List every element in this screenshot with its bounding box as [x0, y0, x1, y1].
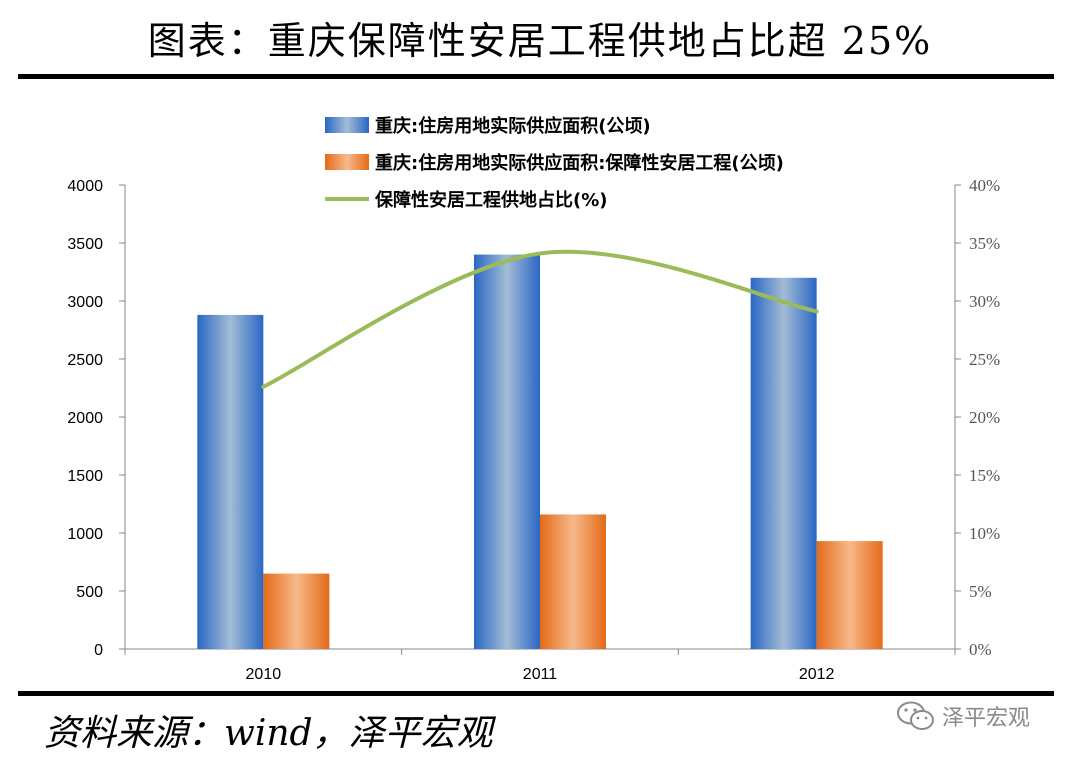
- y-tick-label-right: 35%: [969, 234, 1000, 253]
- legend-swatch-1: [325, 154, 369, 170]
- x-tick-label: 2011: [523, 666, 558, 683]
- y-tick-label-left: 3500: [67, 236, 103, 253]
- y-tick-label-left: 500: [76, 584, 103, 601]
- page-title: 图表：重庆保障性安居工程供地占比超 25%: [147, 19, 933, 63]
- ratio-line: [261, 249, 819, 389]
- bar-total-2012: [750, 277, 817, 649]
- watermark: 泽平宏观: [896, 700, 1030, 732]
- legend-label-1: 重庆:住房用地实际供应面积:保障性安居工程(公顷): [375, 152, 784, 174]
- y-tick-label-left: 2000: [67, 410, 103, 427]
- legend-label-0: 重庆:住房用地实际供应面积(公顷): [375, 115, 651, 137]
- y-tick-label-left: 3000: [67, 294, 103, 311]
- watermark-text: 泽平宏观: [942, 706, 1031, 731]
- x-tick-label: 2012: [799, 666, 835, 683]
- x-tick-label: 2010: [246, 666, 282, 683]
- y-tick-label-right: 30%: [969, 292, 1000, 311]
- y-tick-label-left: 2500: [67, 352, 103, 369]
- bar-affordable-2010: [263, 573, 330, 649]
- y-tick-label-right: 5%: [969, 582, 992, 601]
- source-note: 资料来源：wind，泽平宏观: [44, 713, 493, 754]
- legend-label-2: 保障性安居工程供地占比(%): [374, 189, 608, 211]
- top-rule: [18, 74, 1054, 79]
- legend-swatch-0: [325, 117, 369, 133]
- bar-total-2011: [474, 254, 540, 649]
- y-tick-label-left: 1500: [67, 468, 103, 485]
- chart: 0 500 1000 1500 2000 2500 3000 3500 4000 0% 5% 10% 1…: [67, 115, 1000, 683]
- y-tick-label-right: 15%: [969, 466, 1000, 485]
- bar-affordable-2011: [540, 514, 606, 649]
- y-tick-label-left: 0: [94, 642, 103, 659]
- bottom-rule: [18, 691, 1054, 696]
- y-tick-label-right: 40%: [969, 176, 1000, 195]
- y-tick-label-right: 20%: [969, 408, 1000, 427]
- y-tick-label-right: 0%: [969, 640, 992, 659]
- bar-affordable-2012: [816, 541, 883, 649]
- bar-total-2010: [197, 314, 264, 649]
- wechat-icon: [897, 701, 934, 730]
- y-tick-label-left: 1000: [67, 526, 103, 543]
- y-tick-label-right: 25%: [969, 350, 1000, 369]
- y-tick-label-left: 4000: [67, 178, 103, 195]
- y-tick-label-right: 10%: [969, 524, 1000, 543]
